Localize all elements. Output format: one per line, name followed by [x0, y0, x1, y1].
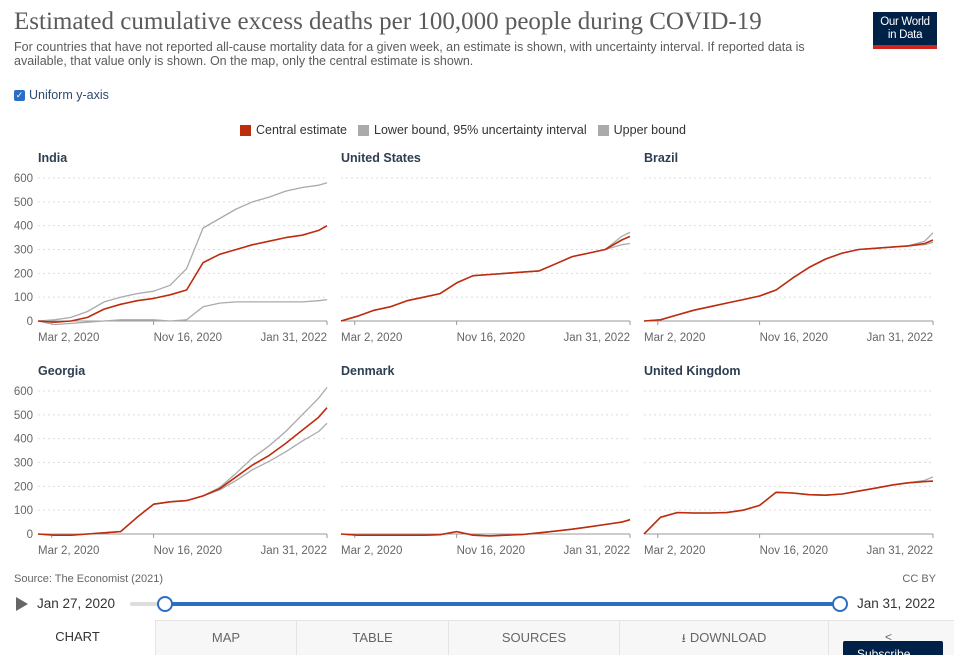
timeline-end-label: Jan 31, 2022 [857, 596, 936, 611]
y-tick-label: 100 [14, 292, 33, 304]
y-tick-label: 300 [14, 245, 33, 257]
x-tick-label: Nov 16, 2020 [154, 332, 222, 344]
x-tick-label: Jan 31, 2022 [563, 332, 630, 344]
license-label[interactable]: CC BY [902, 573, 936, 585]
x-tick-label: Jan 31, 2022 [260, 332, 327, 344]
checkbox-icon[interactable]: ✓ [14, 89, 25, 101]
download-icon: ⭳ [681, 631, 686, 645]
facet-title: Georgia [38, 364, 86, 378]
timeline-range-fill [165, 602, 841, 606]
timeline-slider[interactable] [130, 596, 848, 612]
facet-title: India [38, 151, 68, 165]
legend-item-central[interactable]: Central estimate [240, 123, 347, 137]
series-line-upper [643, 232, 934, 322]
tab-chart[interactable]: CHART [0, 620, 155, 655]
y-tick-label: 300 [14, 458, 33, 470]
series-line-central [340, 518, 631, 537]
y-tick-label: 0 [27, 316, 33, 328]
legend-label-upper: Upper bound [613, 123, 686, 137]
facet-title: United Kingdom [644, 364, 741, 378]
series-line-central [37, 225, 328, 323]
small-multiples-chart: India 0 100 200 300 400 500 600 Mar 2, 2020 Nov 1… [14, 151, 934, 557]
tab-table[interactable]: TABLE [296, 620, 448, 655]
facet-title: Brazil [644, 151, 678, 165]
series-line-central [643, 480, 934, 535]
y-tick-label: 600 [14, 173, 33, 185]
legend-item-lower[interactable]: Lower bound, 95% uncertainty interval [358, 123, 587, 137]
chart-title: Estimated cumulative excess deaths per 1… [14, 8, 762, 35]
y-tick-label: 600 [14, 386, 33, 398]
x-tick-label: Nov 16, 2020 [760, 332, 828, 344]
x-tick-label: Mar 2, 2020 [644, 332, 705, 344]
facet-title: Denmark [341, 364, 395, 378]
series-line-central [37, 407, 328, 537]
tab-bar: CHART MAP TABLE SOURCES ⭳ DOWNLOAD [0, 620, 954, 655]
series-line-lower [37, 422, 328, 536]
timeline-start-handle[interactable] [157, 596, 173, 612]
y-tick-label: 400 [14, 221, 33, 233]
legend-item-upper[interactable]: Upper bound [597, 123, 686, 137]
owid-logo[interactable]: Our World in Data [873, 12, 937, 49]
x-tick-label: Mar 2, 2020 [341, 545, 402, 557]
x-tick-label: Nov 16, 2020 [457, 332, 525, 344]
x-tick-label: Nov 16, 2020 [457, 545, 525, 557]
y-tick-label: 500 [14, 197, 33, 209]
y-tick-label: 100 [14, 505, 33, 517]
x-tick-label: Jan 31, 2022 [260, 545, 327, 557]
legend-swatch-central [240, 124, 251, 136]
y-tick-label: 200 [14, 268, 33, 280]
x-tick-label: Mar 2, 2020 [341, 332, 402, 344]
series-line-central [643, 239, 934, 322]
tab-sources[interactable]: SOURCES [448, 620, 619, 655]
x-tick-label: Mar 2, 2020 [38, 545, 99, 557]
x-tick-label: Jan 31, 2022 [866, 332, 933, 344]
tab-download[interactable]: ⭳ DOWNLOAD [619, 620, 828, 655]
x-tick-label: Nov 16, 2020 [154, 545, 222, 557]
legend-swatch-lower [358, 124, 370, 136]
timeline-end-handle[interactable] [832, 596, 848, 612]
series-line-upper [37, 182, 328, 322]
share-icon[interactable]: < [885, 630, 893, 644]
y-tick-label: 400 [14, 434, 33, 446]
x-tick-label: Mar 2, 2020 [38, 332, 99, 344]
timeline-start-label: Jan 27, 2020 [37, 596, 116, 611]
tab-map[interactable]: MAP [155, 620, 296, 655]
chart-subtitle: For countries that have not reported all… [14, 40, 805, 68]
logo-line-1: Our World [880, 16, 930, 28]
series-line-lower [643, 480, 934, 535]
y-tick-label: 200 [14, 481, 33, 493]
tab-download-label: DOWNLOAD [689, 630, 767, 645]
x-tick-label: Jan 31, 2022 [563, 545, 630, 557]
play-icon[interactable] [16, 597, 28, 611]
x-tick-label: Mar 2, 2020 [644, 545, 705, 557]
facet-title: United States [341, 151, 421, 165]
series-line-central [340, 235, 631, 322]
series-line-upper [37, 387, 328, 536]
x-tick-label: Nov 16, 2020 [760, 545, 828, 557]
series-line-lower [340, 242, 631, 322]
series-line-lower [37, 298, 328, 326]
subscribe-button[interactable]: Subscribe [843, 641, 943, 655]
x-tick-label: Jan 31, 2022 [866, 545, 933, 557]
legend-swatch-upper [597, 124, 609, 136]
legend-label-lower: Lower bound, 95% uncertainty interval [374, 123, 587, 137]
legend-label-central: Central estimate [256, 123, 348, 137]
logo-line-2: in Data [887, 29, 923, 41]
uniform-y-axis-label: Uniform y-axis [29, 88, 109, 102]
y-tick-label: 0 [27, 529, 33, 541]
y-tick-label: 500 [14, 410, 33, 422]
logo-accent-bar [873, 45, 937, 49]
legend: Central estimate Lower bound, 95% uncert… [240, 123, 697, 137]
uniform-y-axis-toggle[interactable]: ✓ Uniform y-axis [14, 88, 109, 102]
source-note[interactable]: Source: The Economist (2021) [14, 573, 163, 585]
